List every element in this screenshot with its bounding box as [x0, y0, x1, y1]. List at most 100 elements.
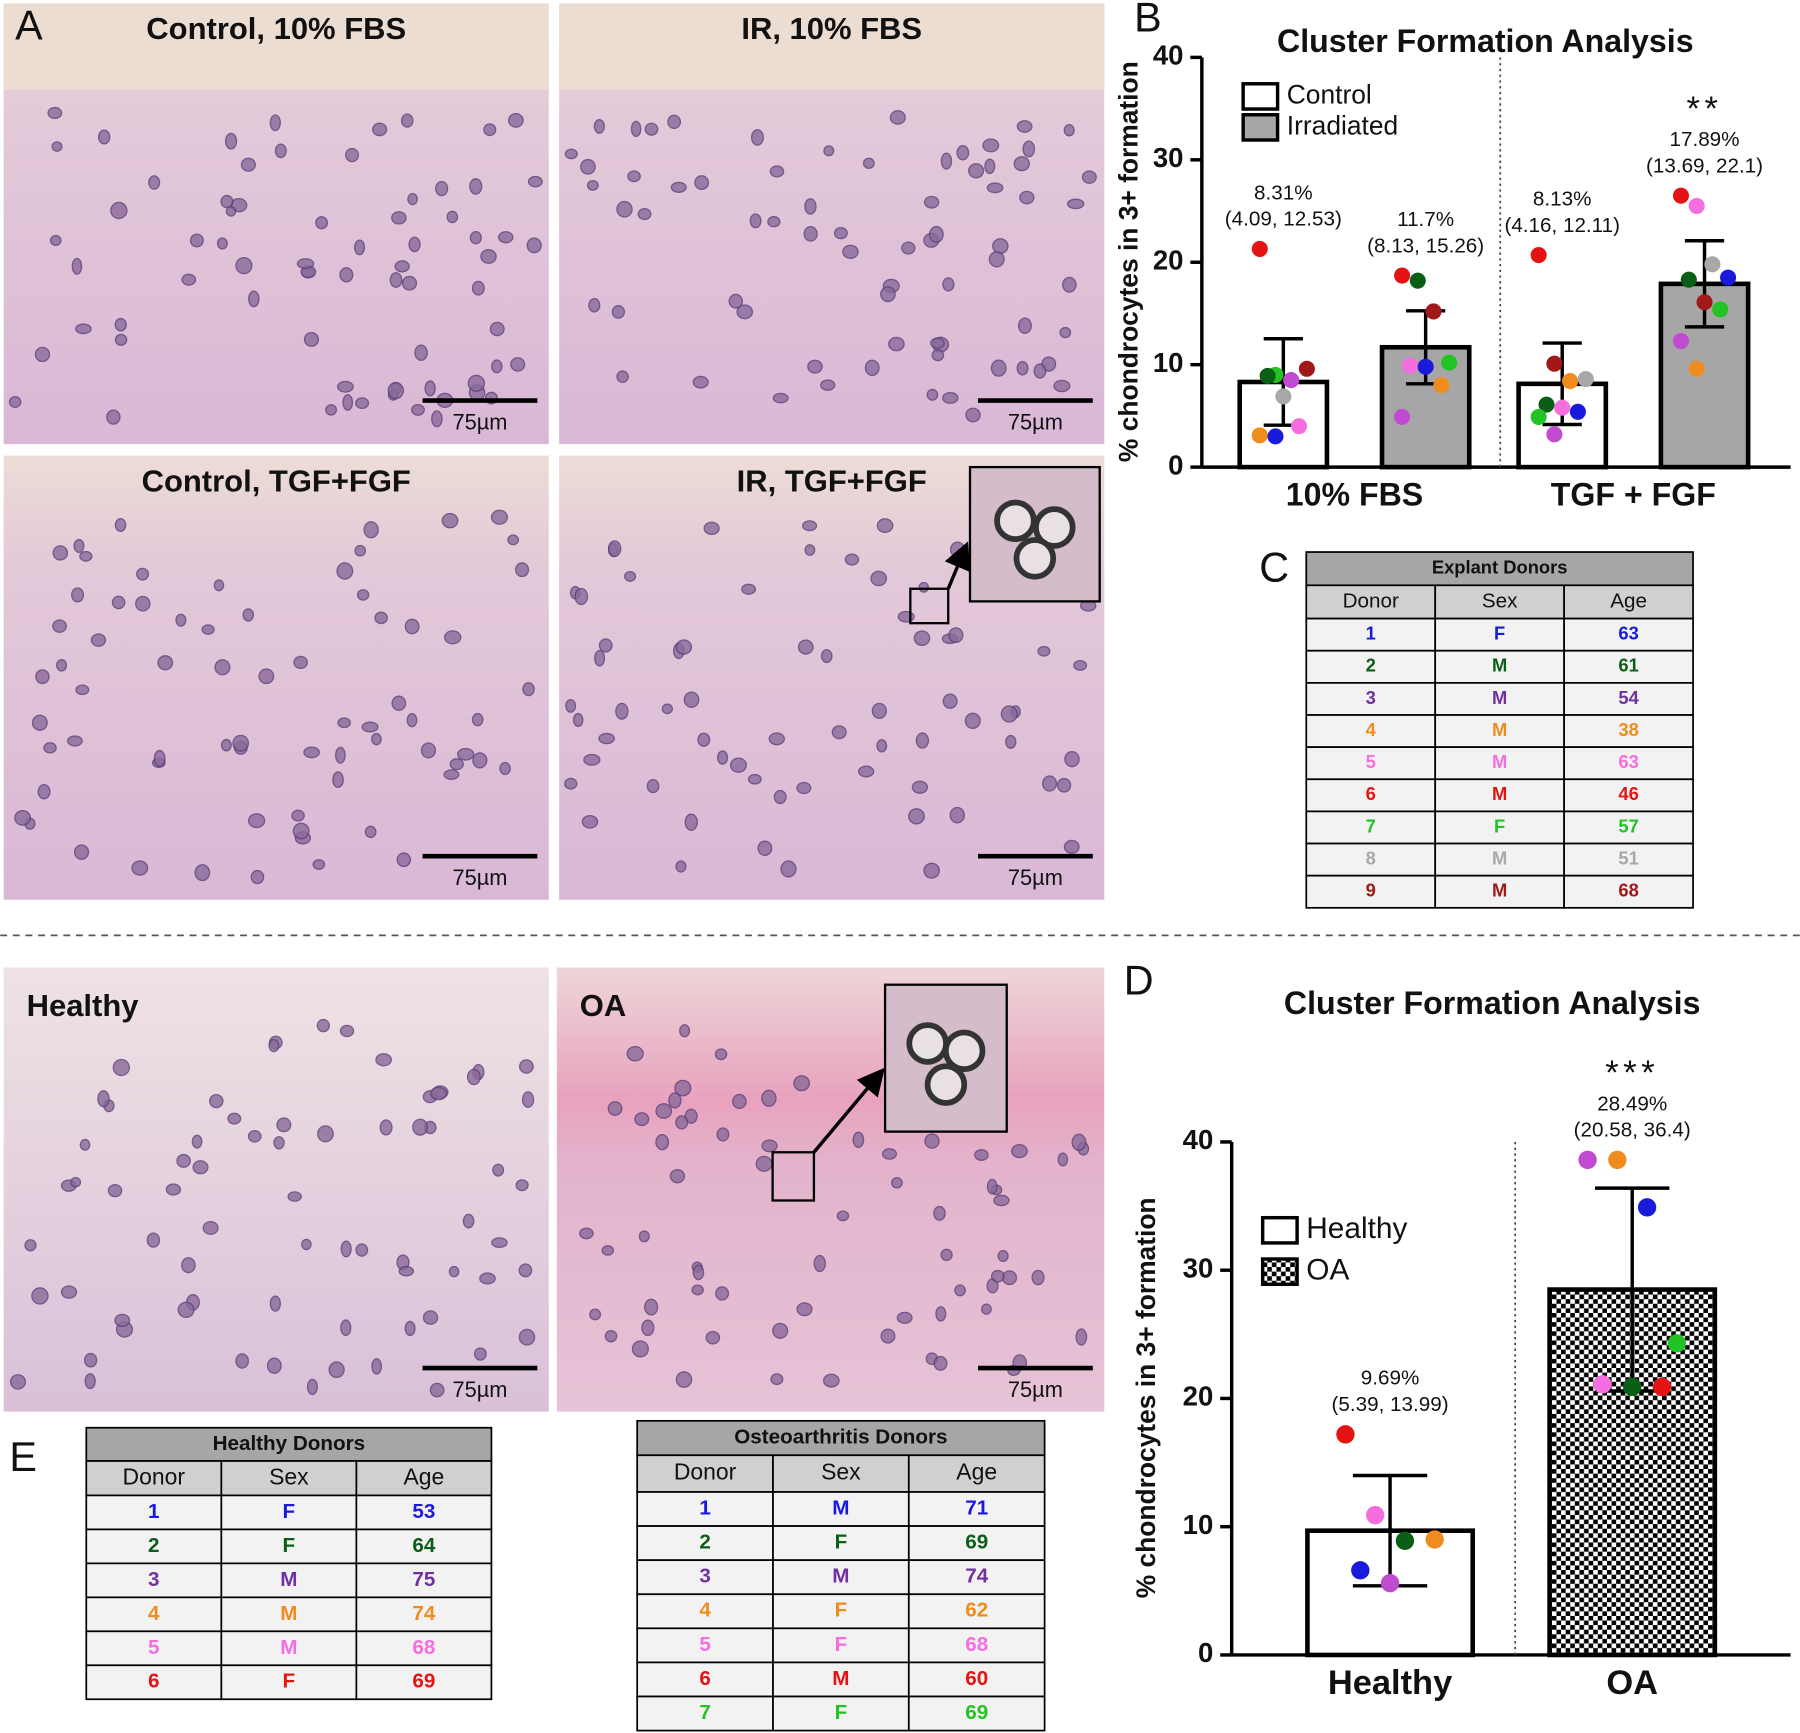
cell	[491, 1237, 508, 1248]
table-cell	[907, 1661, 1046, 1698]
table-cell	[220, 1664, 358, 1701]
cell	[691, 1284, 704, 1296]
cell	[148, 175, 161, 190]
table-cell-text: F	[283, 1534, 296, 1557]
cell	[84, 1373, 96, 1390]
cell	[404, 618, 420, 635]
cell	[404, 1320, 416, 1337]
cell	[469, 231, 482, 245]
table-cell	[1434, 746, 1565, 781]
cell	[1062, 276, 1077, 293]
cell	[518, 1059, 534, 1074]
cell	[201, 624, 215, 635]
data-point	[1425, 1530, 1444, 1549]
cell	[232, 734, 250, 752]
cell	[490, 509, 509, 525]
cell	[364, 825, 377, 839]
table-cell-text: M	[280, 1602, 297, 1625]
table-cell	[772, 1661, 910, 1698]
y-tick-label: 10	[1183, 1509, 1214, 1540]
cell	[37, 784, 51, 800]
cell	[940, 1248, 953, 1262]
y-tick-label: 20	[1183, 1381, 1214, 1412]
cell	[669, 1168, 686, 1184]
y-tick-label: 30	[1153, 142, 1184, 173]
cell	[189, 233, 204, 248]
cell	[1056, 777, 1072, 793]
cell	[67, 735, 83, 747]
x-tick-label: OA	[1606, 1664, 1658, 1702]
cell	[332, 771, 344, 789]
cell	[135, 595, 151, 612]
value-label: 9.69%	[1361, 1367, 1420, 1390]
table-cell	[355, 1528, 493, 1565]
cell	[235, 1353, 250, 1369]
ci-label: (13.69, 22.1)	[1646, 154, 1763, 177]
cell	[593, 118, 605, 134]
cell	[684, 1108, 698, 1124]
table-cell-text: 4	[1366, 719, 1377, 740]
cell	[1064, 751, 1080, 768]
table-cell-text: 8	[1366, 847, 1376, 868]
cell	[697, 732, 711, 747]
zoomed-cell	[994, 499, 1037, 543]
table-cell-text: 2	[148, 1534, 159, 1557]
cell	[630, 120, 642, 138]
data-point	[1409, 272, 1426, 289]
cell	[335, 746, 346, 764]
cell	[870, 570, 888, 587]
cell	[443, 630, 462, 645]
table-cell-text: 74	[412, 1602, 435, 1625]
cell	[823, 145, 835, 157]
cell	[667, 114, 682, 130]
cell	[807, 359, 823, 374]
cell	[342, 394, 354, 411]
cell	[250, 869, 265, 885]
chart-title: Cluster Formation Analysis	[1284, 985, 1701, 1021]
cell	[634, 1112, 650, 1127]
cell	[258, 668, 275, 685]
table-cell	[1305, 810, 1437, 845]
y-axis-label: % chondrocytes in 3+ formation	[1114, 61, 1144, 462]
cell	[598, 638, 613, 653]
cell	[361, 721, 379, 733]
cell	[83, 1352, 98, 1368]
data-point	[1672, 187, 1690, 204]
cell	[761, 1089, 777, 1107]
cell	[391, 695, 407, 711]
image-panel: IR, 10% FBS 75µm	[559, 3, 1105, 445]
table-cell-text: 74	[965, 1565, 988, 1588]
cell	[641, 1319, 655, 1337]
cell	[181, 273, 197, 286]
cell	[624, 570, 637, 582]
table-cell	[1563, 746, 1694, 781]
table-cell-text: 64	[412, 1534, 435, 1557]
cell	[24, 1239, 37, 1252]
cell	[75, 323, 92, 335]
cell	[339, 1024, 355, 1038]
table-cell	[1305, 874, 1437, 909]
table-cell-text: 68	[1618, 880, 1638, 901]
zoom-arrow	[944, 541, 971, 590]
table-cell-text: M	[832, 1565, 849, 1588]
data-point	[1688, 360, 1705, 377]
cell	[220, 738, 232, 752]
cell	[408, 236, 421, 253]
cell	[177, 1301, 195, 1318]
cell	[70, 1176, 82, 1188]
table-header: Age	[1610, 589, 1647, 612]
cell	[266, 1357, 282, 1374]
cell	[880, 286, 896, 303]
cell	[114, 317, 127, 332]
cell	[679, 1024, 691, 1038]
data-point	[1546, 426, 1563, 443]
table-cell-text: M	[832, 1496, 849, 1519]
cell	[507, 534, 520, 546]
scale-bar-label: 75µm	[1008, 409, 1063, 434]
cell	[876, 739, 888, 753]
cell	[918, 581, 930, 593]
cell	[472, 752, 488, 769]
table-cell-text: 2	[1366, 655, 1376, 676]
cell	[926, 388, 939, 401]
